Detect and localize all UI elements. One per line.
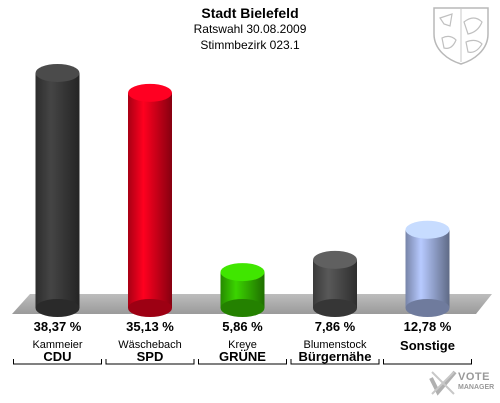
candidate-label: Kreye [228,339,257,351]
party-label: CDU [43,349,72,364]
party-label: GRÜNE [219,349,266,364]
watermark-line2: MANAGER [458,384,495,391]
category-bracket [105,359,195,365]
bar-sonstige [405,220,450,317]
chart-subtitle-election: Ratswahl 30.08.2009 [193,22,307,36]
value-label: 35,13 % [126,319,174,334]
bar-cdu [35,63,80,317]
value-label: 38,37 % [33,319,82,334]
chart-title: Stadt Bielefeld [201,5,299,21]
bar-spd [128,83,172,317]
vote-manager-logo [428,368,498,398]
candidate-label: Kammeier [32,339,83,351]
coat-of-arms-icon [430,4,492,71]
category-bracket [290,359,380,365]
category-bracket [383,359,472,365]
chart-subtitle-district: Stimmbezirk 023.1 [200,38,300,52]
value-label: 5,86 % [222,319,263,334]
candidate-label: Wäschebach [118,339,182,351]
value-label: 7,86 % [314,319,356,334]
party-label: Bürgernähe [298,349,372,364]
category-bracket [13,359,102,365]
value-label: 12,78 % [403,319,452,334]
category-bracket [198,359,287,365]
watermark-line1: VOTE [458,371,490,383]
party-label: SPD [136,349,164,364]
bar-grüne [220,263,265,317]
party-label: Sonstige [400,338,455,353]
candidate-label: Blumenstock [303,339,367,351]
bar-bürgernähe [313,250,357,317]
